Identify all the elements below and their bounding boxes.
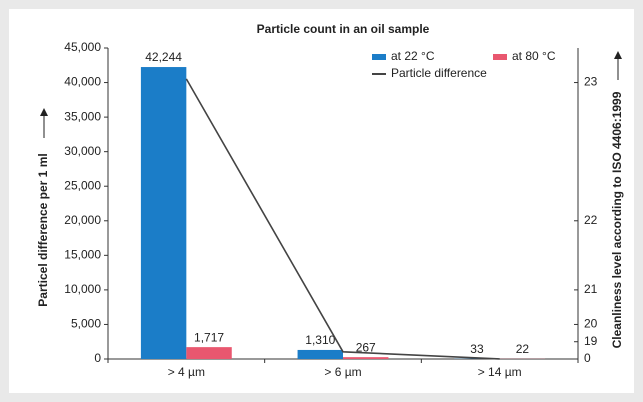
- y-tick-label: 45,000: [64, 40, 101, 54]
- y-tick-label: 15,000: [64, 248, 101, 262]
- value-label: 22: [516, 342, 530, 356]
- y-tick-label: 35,000: [64, 109, 101, 123]
- y2-tick-label: 19: [584, 334, 598, 348]
- legend-label: at 80 °C: [512, 49, 556, 63]
- y2-tick-label: 22: [584, 213, 598, 227]
- value-label: 42,244: [145, 50, 182, 64]
- line: [185, 78, 500, 360]
- y-tick-label: 10,000: [64, 282, 101, 296]
- y2-tick-label: 0: [584, 351, 591, 365]
- x-tick-label: > 4 µm: [168, 365, 205, 379]
- legend-swatch: [493, 54, 507, 60]
- bar: [140, 67, 187, 359]
- value-label: 267: [356, 340, 376, 354]
- y-tick-label: 5,000: [71, 317, 101, 331]
- legend-label: at 22 °C: [391, 49, 435, 63]
- value-label: 1,717: [194, 330, 224, 344]
- bar: [186, 347, 232, 359]
- x-tick-label: > 6 µm: [324, 365, 361, 379]
- x-tick-label: > 14 µm: [478, 365, 522, 379]
- value-label: 1,310: [305, 333, 335, 347]
- axis-arrow-head: [40, 108, 48, 116]
- y-tick-label: 25,000: [64, 178, 101, 192]
- y2-axis-title: Cleanliness level according to ISO 4406:…: [610, 91, 624, 348]
- y2-tick-label: 21: [584, 282, 598, 296]
- legend-label: Particle difference: [391, 66, 487, 80]
- y2-tick-label: 20: [584, 317, 598, 331]
- panel: [9, 9, 634, 393]
- value-label: 33: [470, 342, 484, 356]
- bar: [297, 349, 343, 359]
- y-tick-label: 0: [94, 351, 101, 365]
- y2-tick-label: 23: [584, 75, 598, 89]
- chart-title: Particle count in an oil sample: [257, 22, 430, 36]
- y-tick-label: 40,000: [64, 75, 101, 89]
- legend-swatch: [372, 54, 386, 60]
- y-tick-label: 30,000: [64, 144, 101, 158]
- axis-arrow-head: [614, 51, 622, 59]
- y-axis-title: Particel difference per 1 ml: [36, 153, 50, 306]
- y-tick-label: 20,000: [64, 213, 101, 227]
- bar: [343, 357, 389, 359]
